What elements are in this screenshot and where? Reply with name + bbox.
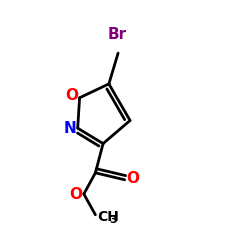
- Text: O: O: [126, 171, 139, 186]
- Text: Br: Br: [108, 27, 127, 42]
- Text: N: N: [64, 121, 76, 136]
- Text: O: O: [66, 88, 78, 103]
- Text: O: O: [70, 186, 83, 202]
- Text: CH: CH: [97, 210, 119, 224]
- Text: 3: 3: [110, 215, 117, 225]
